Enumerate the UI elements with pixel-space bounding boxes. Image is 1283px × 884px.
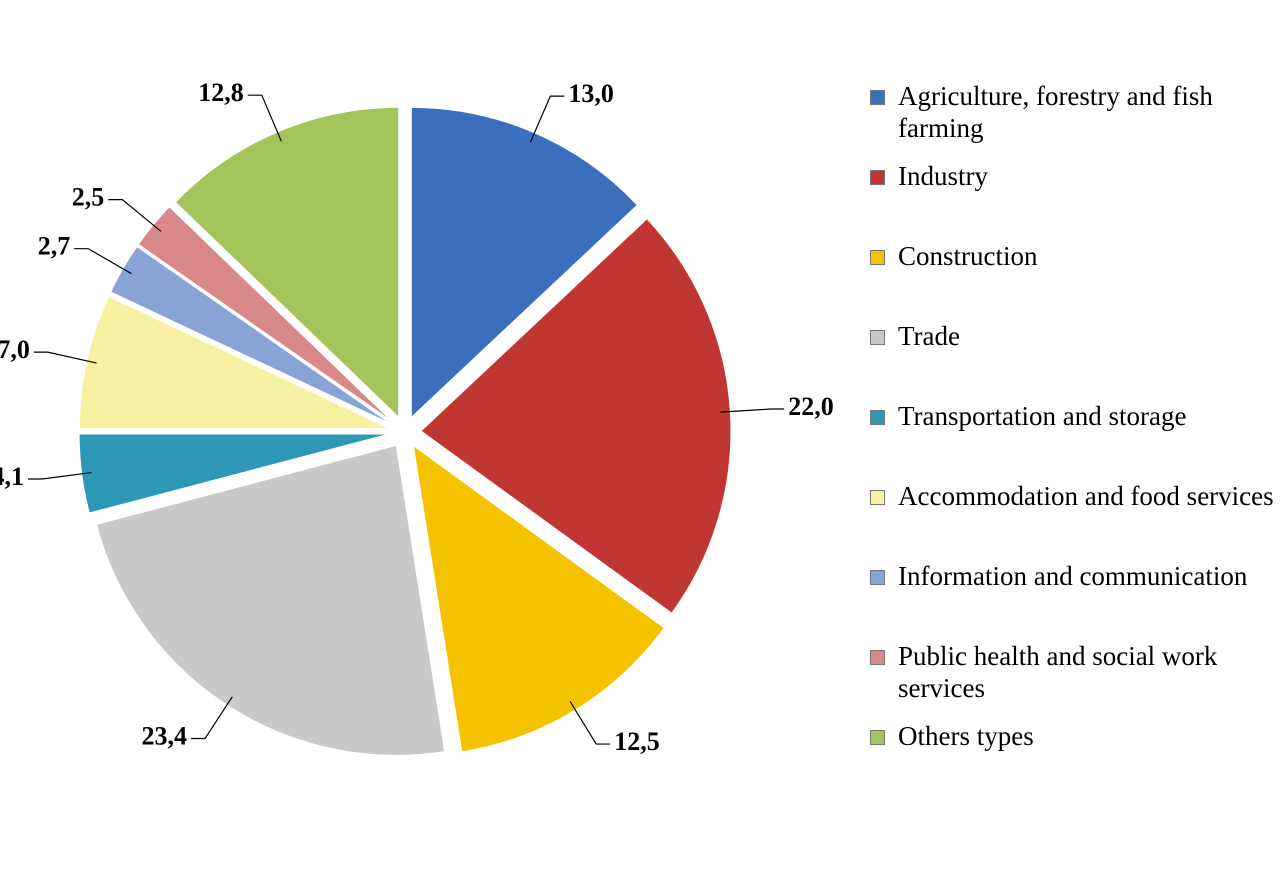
legend-item: Transportation and storage: [870, 400, 1280, 480]
legend-label: Trade: [898, 321, 961, 351]
legend-swatch: [870, 410, 885, 425]
data-label: 4,1: [0, 462, 24, 491]
leader-line: [191, 696, 233, 740]
leader-line: [28, 471, 92, 480]
legend-swatch: [870, 650, 885, 665]
legend-label: Information and communication: [898, 561, 1248, 591]
leader-line: [108, 198, 162, 232]
leader-line: [74, 248, 132, 275]
data-label: 12,8: [198, 78, 244, 107]
data-label: 2,7: [38, 232, 71, 261]
legend-label: Public health and social work services: [898, 641, 1218, 703]
legend-swatch: [870, 330, 885, 345]
data-label: 7,0: [0, 335, 30, 364]
legend: Agriculture, forestry and fish farming In…: [870, 80, 1280, 800]
legend-label: Others types: [898, 721, 1034, 751]
leader-line: [720, 408, 785, 413]
legend-swatch: [870, 250, 885, 265]
legend-item: Accommodation and food services: [870, 480, 1280, 560]
legend-item: Industry: [870, 160, 1280, 240]
leader-line: [247, 94, 282, 142]
legend-item: Trade: [870, 320, 1280, 400]
legend-item: Construction: [870, 240, 1280, 320]
legend-swatch: [870, 570, 885, 585]
legend-label: Accommodation and food services: [898, 481, 1274, 511]
legend-label: Agriculture, forestry and fish farming: [898, 81, 1213, 143]
data-label: 13,0: [568, 79, 614, 108]
legend-swatch: [870, 490, 885, 505]
leader-line: [33, 351, 97, 364]
legend-item: Information and communication: [870, 560, 1280, 640]
legend-swatch: [870, 730, 885, 745]
legend-swatch: [870, 170, 885, 185]
leader-line: [529, 95, 565, 143]
legend-label: Transportation and storage: [898, 401, 1187, 431]
legend-label: Industry: [898, 161, 988, 191]
legend-label: Construction: [898, 241, 1038, 271]
leader-line: [569, 701, 611, 745]
legend-item: Agriculture, forestry and fish farming: [870, 80, 1280, 160]
data-label: 12,5: [614, 727, 660, 756]
data-label: 23,4: [142, 722, 188, 751]
legend-item: Public health and social work services: [870, 640, 1280, 720]
data-label: 22,0: [788, 392, 834, 421]
chart: 13,0 22,0 12,5 23,4 4,1 7,0 2,72,5 12,8: [0, 78, 834, 756]
legend-item: Others types: [870, 720, 1280, 800]
legend-swatch: [870, 90, 885, 105]
data-label: 2,5: [72, 183, 105, 212]
